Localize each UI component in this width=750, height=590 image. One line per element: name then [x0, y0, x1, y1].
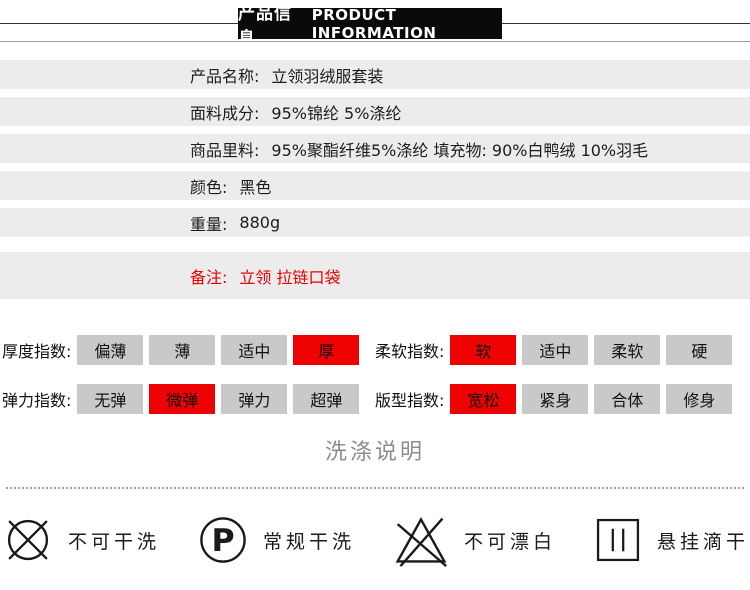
thickness-index-label: 厚度指数:	[2, 342, 72, 361]
info-value: 95%锦纶 5%涤纶	[271, 103, 402, 123]
wash-item-no-dry-clean: 不可干洗	[1, 513, 160, 567]
info-row-lining: 商品里料: 95%聚酯纤维5%涤纶 填充物: 90%白鸭绒 10%羽毛	[0, 134, 750, 163]
washing-section-title: 洗涤说明	[324, 440, 425, 465]
wash-item-no-bleach: 不可漂白	[391, 512, 556, 568]
index-cell: 超弹	[293, 384, 360, 414]
index-cell: 薄	[149, 335, 216, 365]
no-bleach-icon	[391, 512, 451, 568]
section-title-cn: 产品信息	[238, 3, 292, 49]
index-cell-selected: 微弹	[149, 384, 216, 414]
thickness-index-group: 厚度指数: 偏薄 薄 适中 厚	[2, 335, 375, 365]
info-label: 备注:	[190, 267, 228, 287]
index-cell: 柔软	[594, 335, 661, 365]
info-value: 立领 拉链口袋	[239, 267, 341, 287]
info-value: 95%聚酯纤维5%涤纶 填充物: 90%白鸭绒 10%羽毛	[271, 140, 649, 160]
index-cell: 适中	[221, 335, 288, 365]
drip-dry-icon	[592, 514, 644, 566]
svg-text:P: P	[211, 523, 234, 559]
index-cell: 硬	[666, 335, 733, 365]
wash-item-label: 常规干洗	[262, 530, 355, 553]
wash-item-dry-clean: P 常规干洗	[196, 513, 355, 567]
index-cell: 偏薄	[77, 335, 144, 365]
info-row-weight: 重量: 880g	[0, 208, 750, 237]
index-row-thickness-softness: 厚度指数: 偏薄 薄 适中 厚 柔软指数: 软 适中 柔软 硬	[2, 335, 748, 365]
info-label: 颜色:	[190, 177, 228, 197]
section-header-banner: 产品信息 PRODUCT INFORMATION	[238, 4, 502, 49]
index-cell: 无弹	[77, 384, 144, 414]
dry-clean-p-icon: P	[196, 513, 250, 567]
softness-index-group: 柔软指数: 软 适中 柔软 硬	[375, 335, 748, 365]
index-cell-selected: 厚	[293, 335, 360, 365]
info-row-product-name: 产品名称: 立领羽绒服套装	[0, 60, 750, 89]
header-underline	[0, 41, 750, 42]
info-row-note: 备注: 立领 拉链口袋	[0, 252, 750, 299]
wash-item-label: 悬挂滴干	[657, 530, 750, 553]
info-value: 黑色	[239, 177, 272, 197]
info-value: 立领羽绒服套装	[271, 66, 384, 86]
elasticity-index-group: 弹力指数: 无弹 微弹 弹力 超弹	[2, 384, 375, 414]
section-title-en: PRODUCT INFORMATION	[311, 5, 437, 42]
fit-index-group: 版型指数: 宽松 紧身 合体 修身	[375, 384, 748, 414]
softness-index-label: 柔软指数:	[375, 342, 445, 361]
wash-item-label: 不可干洗	[67, 530, 160, 553]
header-divider-left	[0, 23, 238, 24]
info-label: 面料成分:	[190, 103, 260, 123]
info-row-color: 颜色: 黑色	[0, 171, 750, 200]
washing-icons-row: 不可干洗 P 常规干洗 不可漂白 悬挂滴干	[0, 505, 750, 575]
wash-item-label: 不可漂白	[464, 530, 557, 553]
index-cell: 紧身	[522, 384, 589, 414]
header-divider-right	[502, 23, 750, 24]
info-value: 880g	[239, 213, 281, 232]
index-row-elasticity-fit: 弹力指数: 无弹 微弹 弹力 超弹 版型指数: 宽松 紧身 合体 修身	[2, 384, 748, 414]
index-cell: 弹力	[221, 384, 288, 414]
index-cell: 适中	[522, 335, 589, 365]
info-row-fabric: 面料成分: 95%锦纶 5%涤纶	[0, 97, 750, 126]
elasticity-index-label: 弹力指数:	[2, 391, 72, 410]
index-cell: 合体	[594, 384, 661, 414]
info-label: 产品名称:	[190, 66, 260, 86]
wash-item-drip-dry: 悬挂滴干	[592, 514, 749, 566]
index-cell-selected: 软	[450, 335, 517, 365]
index-cell-selected: 宽松	[450, 384, 517, 414]
info-label: 重量:	[190, 214, 228, 234]
washing-divider	[6, 487, 744, 489]
no-dry-clean-icon	[1, 513, 55, 567]
index-cell: 修身	[666, 384, 733, 414]
info-label: 商品里料:	[190, 140, 260, 160]
fit-index-label: 版型指数:	[375, 391, 445, 410]
